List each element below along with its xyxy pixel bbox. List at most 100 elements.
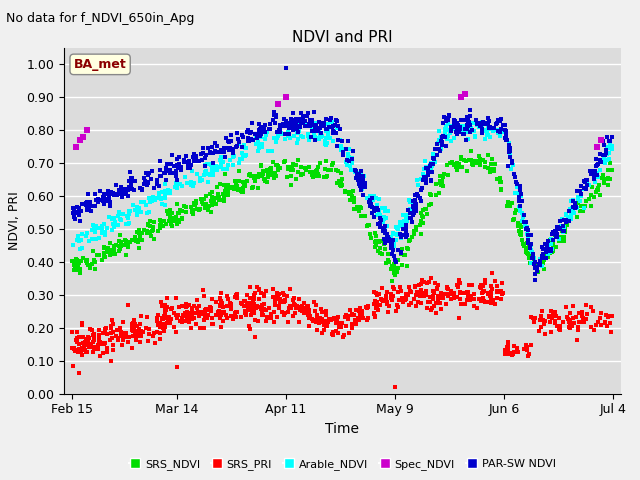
Point — [579, 318, 589, 325]
Point — [509, 209, 520, 217]
Point — [161, 307, 171, 314]
Point — [148, 224, 158, 231]
Point — [70, 208, 80, 216]
Point — [166, 216, 176, 224]
Point — [212, 308, 223, 316]
Point — [372, 306, 383, 314]
Point — [517, 217, 527, 225]
Point — [217, 308, 227, 316]
Point — [158, 315, 168, 323]
Point — [442, 290, 452, 298]
Point — [367, 203, 377, 211]
Point — [392, 225, 402, 232]
Point — [543, 241, 553, 249]
Point — [207, 193, 218, 201]
Point — [369, 207, 379, 215]
Point — [206, 308, 216, 315]
Point — [285, 166, 296, 173]
Point — [108, 189, 118, 197]
Point — [452, 130, 462, 137]
Point — [268, 309, 278, 316]
Point — [291, 175, 301, 182]
Point — [239, 182, 249, 190]
Point — [567, 322, 577, 329]
Point — [262, 313, 273, 321]
Point — [383, 256, 393, 264]
Point — [560, 225, 570, 233]
Point — [371, 241, 381, 249]
Point — [420, 177, 431, 184]
Point — [185, 311, 195, 319]
Point — [436, 137, 446, 144]
Point — [166, 169, 177, 177]
Point — [191, 304, 202, 312]
Point — [171, 162, 181, 170]
Point — [362, 223, 372, 230]
Point — [433, 139, 443, 147]
Point — [544, 246, 554, 254]
Point — [504, 203, 515, 210]
Point — [443, 291, 453, 299]
Point — [436, 289, 446, 297]
Point — [259, 124, 269, 132]
Point — [437, 140, 447, 147]
Point — [205, 191, 216, 198]
Point — [388, 252, 399, 260]
Point — [175, 317, 185, 324]
Point — [232, 295, 242, 302]
Point — [556, 233, 566, 240]
Point — [485, 166, 495, 173]
Point — [76, 244, 86, 252]
Point — [289, 125, 299, 133]
Point — [83, 261, 93, 269]
Point — [599, 156, 609, 163]
Point — [191, 157, 201, 165]
Point — [259, 175, 269, 183]
Point — [380, 208, 390, 216]
Point — [516, 231, 526, 239]
Point — [514, 190, 524, 198]
Point — [172, 314, 182, 322]
Point — [248, 174, 259, 181]
Point — [298, 306, 308, 313]
Point — [99, 199, 109, 207]
Point — [367, 194, 377, 202]
Point — [321, 141, 332, 149]
Point — [320, 140, 330, 147]
Point — [419, 292, 429, 300]
Point — [198, 286, 209, 293]
Point — [122, 213, 132, 220]
Point — [523, 231, 533, 239]
Point — [596, 175, 607, 182]
Point — [380, 228, 390, 235]
Point — [152, 227, 163, 235]
Point — [86, 207, 96, 215]
Point — [443, 171, 453, 179]
Point — [105, 336, 115, 344]
Point — [538, 253, 548, 261]
Point — [182, 309, 193, 316]
Point — [391, 307, 401, 315]
Point — [100, 326, 110, 334]
Point — [316, 129, 326, 136]
Point — [216, 146, 227, 154]
Point — [216, 157, 226, 165]
Point — [164, 167, 175, 174]
Point — [222, 292, 232, 300]
Point — [466, 156, 476, 164]
Point — [460, 156, 470, 163]
Point — [358, 176, 368, 184]
Point — [305, 116, 315, 124]
Point — [492, 282, 502, 289]
Point — [467, 161, 477, 168]
Point — [221, 190, 232, 198]
Point — [450, 125, 460, 132]
Point — [155, 336, 165, 343]
Point — [607, 312, 617, 320]
Point — [340, 313, 350, 321]
Point — [248, 183, 259, 191]
Point — [89, 257, 99, 264]
Point — [540, 318, 550, 325]
Point — [319, 122, 330, 130]
Point — [392, 268, 402, 276]
